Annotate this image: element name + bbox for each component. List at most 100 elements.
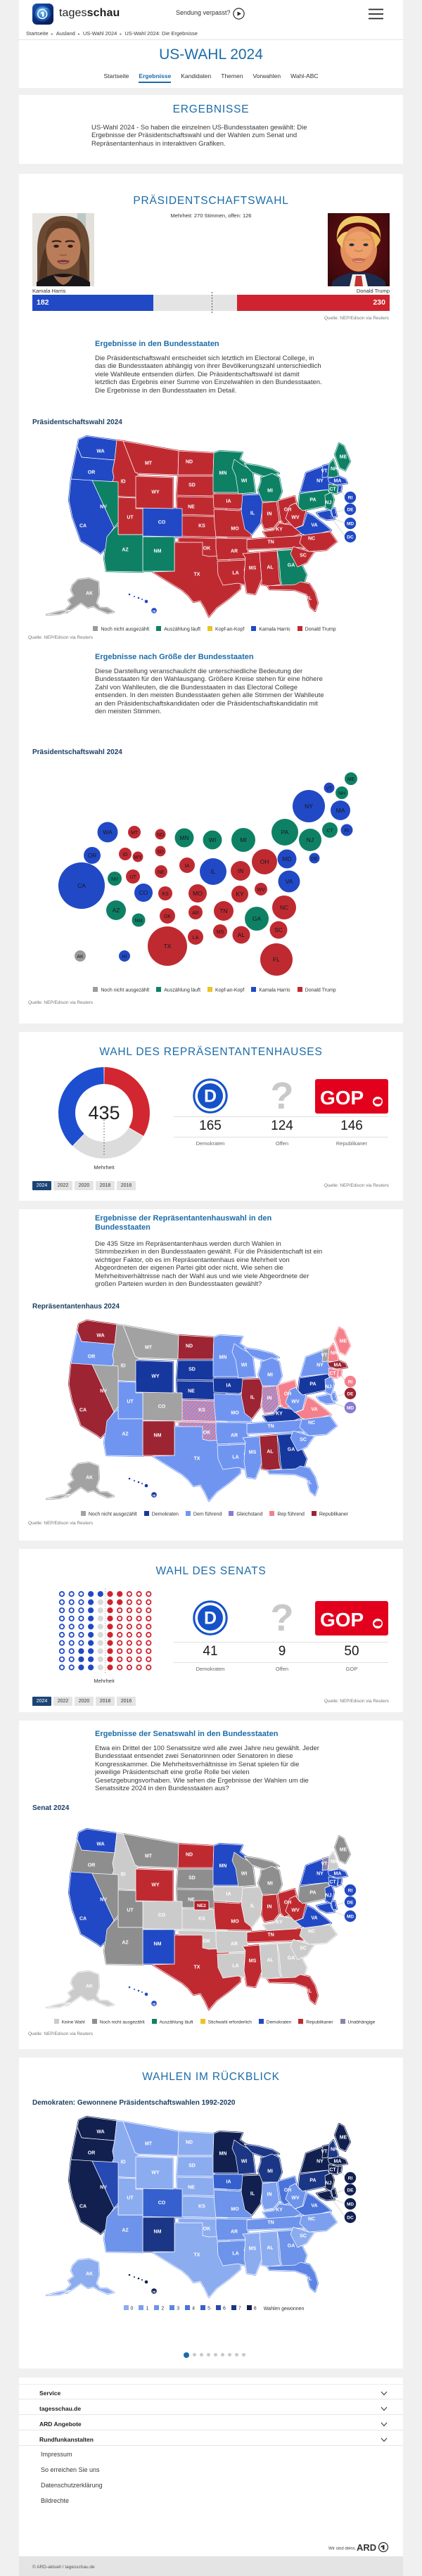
svg-text:OR: OR (88, 852, 97, 859)
svg-text:D: D (204, 1609, 217, 1628)
svg-text:TN: TN (267, 1424, 274, 1429)
svg-text:CA: CA (79, 1917, 87, 1922)
svg-text:GA: GA (288, 2244, 295, 2249)
svg-text:DE: DE (347, 2188, 354, 2193)
svg-text:VT: VT (321, 469, 328, 474)
svg-text:VA: VA (311, 1916, 317, 1921)
svg-text:NM: NM (154, 549, 162, 554)
svg-text:NE: NE (158, 870, 165, 875)
svg-text:AK: AK (77, 955, 84, 959)
svg-text:WI: WI (241, 479, 248, 484)
svg-text:NM: NM (154, 1434, 162, 1439)
svg-text:SC: SC (300, 2234, 307, 2239)
svg-text:KS: KS (198, 524, 205, 529)
svg-text:ME: ME (340, 1339, 347, 1344)
svg-text:WV: WV (257, 888, 265, 893)
svg-text:IA: IA (226, 499, 231, 504)
svg-text:RI: RI (348, 495, 353, 500)
svg-text:WV: WV (291, 516, 300, 521)
svg-text:RI: RI (348, 1888, 353, 1893)
svg-text:CO: CO (158, 1913, 166, 1918)
svg-text:HI: HI (153, 2290, 156, 2294)
svg-text:AR: AR (231, 1942, 238, 1947)
svg-text:CO: CO (158, 2201, 166, 2206)
svg-text:VT: VT (321, 2150, 328, 2155)
svg-text:WI: WI (241, 1363, 248, 1368)
svg-text:OR: OR (88, 1355, 96, 1360)
svg-text:WY: WY (151, 1375, 160, 1379)
svg-text:TX: TX (194, 1965, 200, 1970)
svg-text:FL: FL (273, 956, 280, 963)
svg-text:NM: NM (135, 919, 143, 924)
svg-text:DE: DE (311, 857, 318, 862)
svg-text:ID: ID (121, 2160, 126, 2165)
svg-text:MN: MN (219, 1864, 227, 1869)
svg-text:HI: HI (153, 610, 156, 613)
svg-text:NH: NH (331, 2148, 338, 2153)
svg-text:MA: MA (334, 1872, 342, 1877)
svg-text:NC: NC (308, 1930, 315, 1934)
svg-text:KY: KY (236, 891, 244, 898)
svg-text:LA: LA (232, 2252, 238, 2257)
svg-text:CA: CA (77, 882, 86, 889)
svg-text:ME: ME (340, 2136, 347, 2141)
svg-text:VA: VA (311, 2204, 317, 2209)
svg-text:HI: HI (122, 955, 127, 959)
svg-text:OH: OH (284, 1392, 292, 1397)
svg-text:NE: NE (188, 2186, 195, 2191)
svg-text:NE2: NE2 (197, 1904, 206, 1908)
svg-text:UT: UT (127, 516, 134, 521)
svg-text:KS: KS (198, 1408, 205, 1413)
svg-text:OK: OK (203, 1431, 211, 1436)
svg-text:WI: WI (241, 2160, 248, 2164)
svg-text:MO: MO (231, 1411, 239, 1416)
svg-text:MI: MI (240, 836, 246, 843)
svg-text:MA: MA (334, 479, 342, 484)
svg-text:NH: NH (331, 1860, 338, 1865)
svg-text:TX: TX (194, 2253, 200, 2258)
svg-text:DE: DE (347, 1391, 354, 1396)
svg-text:NV: NV (111, 877, 118, 882)
svg-text:MS: MS (249, 1959, 257, 1964)
svg-text:WY: WY (151, 1883, 160, 1888)
svg-text:IN: IN (238, 867, 244, 874)
svg-text:GOP: GOP (320, 1609, 364, 1631)
svg-text:MO: MO (231, 2207, 239, 2212)
svg-text:IA: IA (226, 1892, 231, 1897)
svg-text:NE: NE (188, 505, 195, 510)
svg-text:WY: WY (134, 855, 142, 860)
svg-text:AZ: AZ (122, 1941, 129, 1946)
svg-text:TN: TN (267, 540, 274, 545)
svg-text:OH: OH (284, 1901, 292, 1906)
svg-text:SC: SC (300, 1946, 307, 1951)
svg-text:CT: CT (329, 1880, 336, 1885)
svg-text:DC: DC (347, 2215, 354, 2220)
svg-text:CA: CA (79, 2205, 87, 2210)
svg-text:SD: SD (188, 483, 196, 488)
svg-text:AL: AL (267, 1450, 274, 1455)
svg-text:ND: ND (157, 833, 164, 838)
svg-text:IA: IA (226, 1384, 231, 1389)
svg-text:KY: KY (276, 1412, 283, 1417)
svg-text:VA: VA (311, 1408, 317, 1413)
svg-text:WV: WV (291, 1400, 300, 1405)
svg-text:WA: WA (96, 1842, 104, 1847)
svg-text:KY: KY (276, 2208, 283, 2213)
svg-text:VA: VA (286, 878, 293, 885)
svg-text:NJ: NJ (326, 2181, 332, 2186)
svg-text:ME: ME (347, 777, 355, 782)
svg-text:PA: PA (309, 498, 316, 503)
svg-text:SD: SD (188, 1876, 196, 1881)
svg-text:RI: RI (345, 829, 350, 834)
svg-text:NC: NC (308, 1421, 315, 1426)
svg-text:NV: NV (100, 505, 107, 510)
svg-text:FL: FL (306, 1481, 312, 1486)
svg-text:RI: RI (348, 1379, 353, 1384)
svg-text:MO: MO (193, 890, 203, 897)
svg-text:MI: MI (267, 1882, 273, 1887)
svg-text:OR: OR (88, 2151, 96, 2156)
svg-text:UT: UT (127, 1908, 134, 1913)
svg-text:KS: KS (162, 892, 169, 897)
svg-text:NC: NC (308, 537, 315, 542)
svg-text:ID: ID (121, 1364, 126, 1369)
